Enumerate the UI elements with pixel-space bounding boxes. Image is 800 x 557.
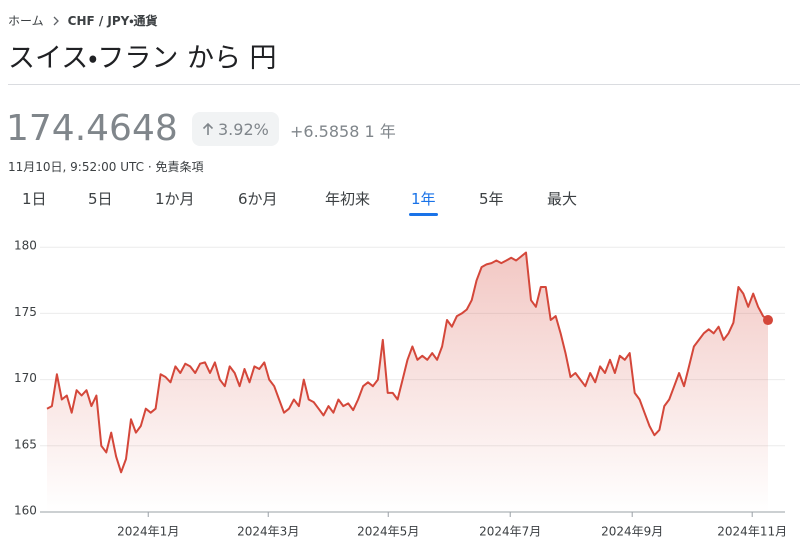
y-tick-label: 180 <box>14 239 37 253</box>
range-tab[interactable]: 最大 <box>547 190 578 208</box>
breadcrumb-current: CHF / JPY・通貨 <box>67 14 158 28</box>
y-tick-label: 160 <box>14 504 37 518</box>
divider <box>8 84 800 85</box>
x-tick-label: 2024年11月 <box>717 525 787 539</box>
change-badge: 3.92% <box>192 112 279 146</box>
change-text: +6.5858 1 年 <box>290 118 396 142</box>
x-tick-label: 2024年1月 <box>117 525 179 539</box>
y-tick-label: 170 <box>14 371 37 385</box>
range-tab[interactable]: 1か月 <box>155 190 195 208</box>
x-tick-label: 2024年9月 <box>601 525 663 539</box>
last-point <box>763 315 773 326</box>
change-percent: 3.92% <box>218 119 269 139</box>
x-tick-label: 2024年3月 <box>237 525 299 539</box>
line <box>46 251 769 474</box>
change-period: 1 年 <box>364 122 396 141</box>
range-tab[interactable]: 年初来 <box>325 190 371 208</box>
area <box>47 252 768 512</box>
range-tab[interactable]: 1年 <box>409 190 438 216</box>
x-tick-label: 2024年5月 <box>357 525 419 539</box>
up-arrow <box>202 122 214 135</box>
range-tab[interactable]: 6か月 <box>238 190 278 208</box>
breadcrumb-home[interactable]: ホーム <box>8 14 44 28</box>
y-tick-label: 165 <box>14 437 37 451</box>
breadcrumb: ホーム CHF / JPY・通貨 <box>8 12 157 29</box>
page-title: スイス・フラン から 円 <box>8 43 277 74</box>
y-tick-label: 175 <box>14 305 37 319</box>
range-tab[interactable]: 5年 <box>479 190 504 208</box>
x-tick-label: 2024年7月 <box>479 525 541 539</box>
range-tab[interactable]: 5日 <box>88 190 113 208</box>
chevron <box>53 16 59 25</box>
price: 174.4648 <box>6 108 178 149</box>
range-tab[interactable]: 1日 <box>22 190 47 208</box>
change: +6.5858 <box>290 122 360 141</box>
timestamp: 11月10日, 9:52:00 UTC · 免責条項 <box>8 160 204 174</box>
